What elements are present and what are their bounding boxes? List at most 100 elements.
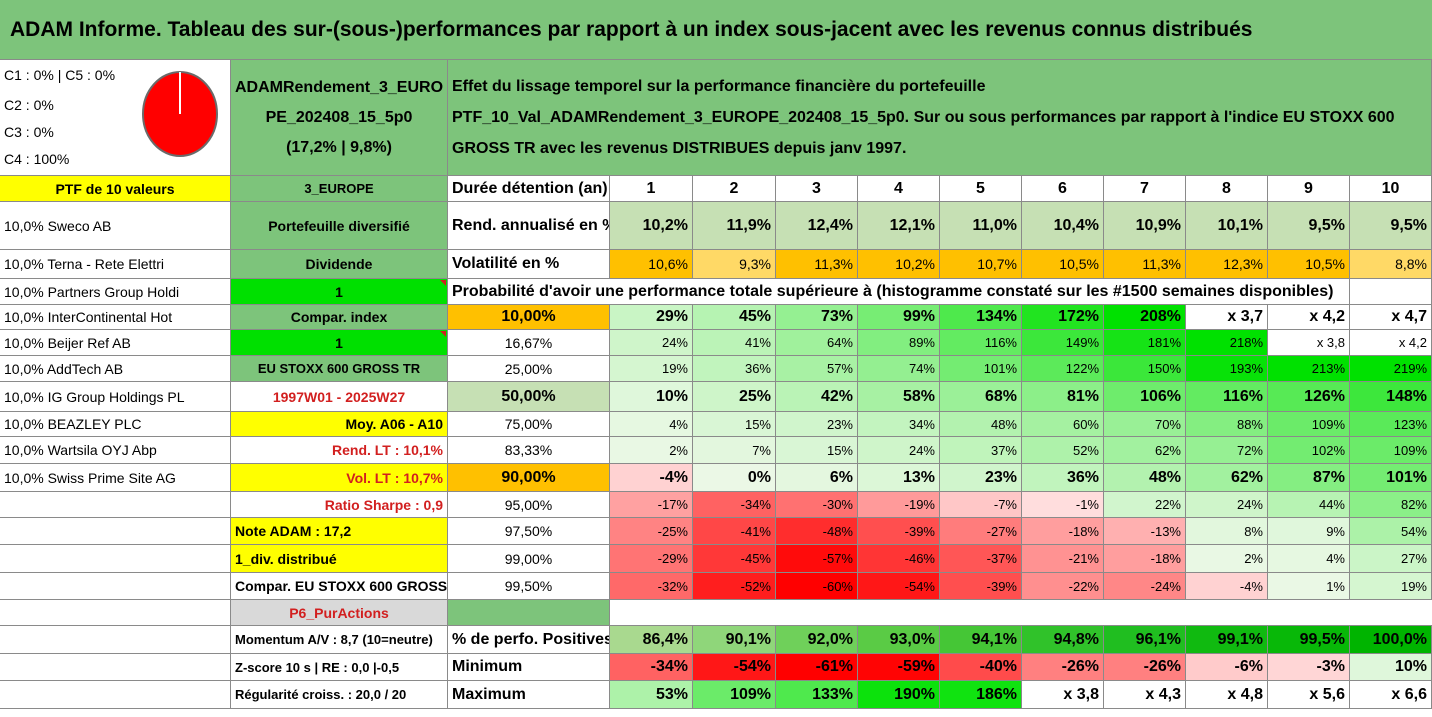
rend-value: 9,5% xyxy=(1350,202,1432,250)
prob-value: 23% xyxy=(776,412,858,437)
portfolio-description: Effet du lissage temporel sur la perform… xyxy=(448,60,1432,176)
prob-value: -48% xyxy=(776,518,858,545)
prob-value: -34% xyxy=(693,492,776,518)
vol-value: 9,3% xyxy=(693,250,776,279)
prob-value: 70% xyxy=(1104,412,1186,437)
prob-value: 134% xyxy=(940,305,1022,330)
vol-value: 10,7% xyxy=(940,250,1022,279)
prob-value: 41% xyxy=(693,330,776,356)
prob-value: 99% xyxy=(858,305,940,330)
rend-value: 9,5% xyxy=(1268,202,1350,250)
prob-value: 36% xyxy=(1022,464,1104,492)
year-header: 3 xyxy=(776,176,858,202)
pos-label: % de perfo. Positives xyxy=(448,626,610,654)
empty-cell xyxy=(0,654,231,681)
holding-item: 10,0% Sweco AB xyxy=(0,202,231,250)
pos-value: 86,4% xyxy=(610,626,693,654)
prob-value: 149% xyxy=(1022,330,1104,356)
rend-value: 12,4% xyxy=(776,202,858,250)
rend-lt-label: Rend. LT : 10,1% xyxy=(231,437,448,464)
year-header: 6 xyxy=(1022,176,1104,202)
description-line-1: Effet du lissage temporel sur la perform… xyxy=(452,78,986,95)
prob-value: 15% xyxy=(776,437,858,464)
holding-item: 10,0% Partners Group Holdi xyxy=(0,279,231,305)
rend-value: 12,1% xyxy=(858,202,940,250)
compar-index-label: Compar. index xyxy=(231,305,448,330)
prob-value: x 4,7 xyxy=(1350,305,1432,330)
prob-value: 74% xyxy=(858,356,940,382)
year-header: 2 xyxy=(693,176,776,202)
min-value: -6% xyxy=(1186,654,1268,681)
prob-value: 72% xyxy=(1186,437,1268,464)
year-header: 9 xyxy=(1268,176,1350,202)
min-value: -61% xyxy=(776,654,858,681)
prob-value: -57% xyxy=(776,545,858,573)
year-header: 7 xyxy=(1104,176,1186,202)
prob-value: x 3,8 xyxy=(1268,330,1350,356)
prob-level: 99,50% xyxy=(448,573,610,600)
p6-label: P6_PurActions xyxy=(231,600,448,626)
prob-value: 19% xyxy=(1350,573,1432,600)
prob-value: 48% xyxy=(940,412,1022,437)
prob-value: 54% xyxy=(1350,518,1432,545)
style-label: Portefeuille diversifié xyxy=(231,202,448,250)
empty-row xyxy=(610,600,1432,626)
empty-cell xyxy=(0,492,231,518)
duration-label: Durée détention (an) xyxy=(448,176,610,202)
prob-value: 29% xyxy=(610,305,693,330)
pos-value: 96,1% xyxy=(1104,626,1186,654)
compar-index-value: 1 xyxy=(231,330,448,356)
prob-value: -19% xyxy=(858,492,940,518)
prob-value: 22% xyxy=(1104,492,1186,518)
prob-value: 37% xyxy=(940,437,1022,464)
vol-label: Volatilité en % xyxy=(448,250,610,279)
year-header: 5 xyxy=(940,176,1022,202)
pos-value: 99,5% xyxy=(1268,626,1350,654)
prob-value: 42% xyxy=(776,382,858,412)
min-label: Minimum xyxy=(448,654,610,681)
prob-value: 9% xyxy=(1268,518,1350,545)
portfolio-name-line-1: ADAMRendement_3_EURO xyxy=(234,78,444,96)
prob-value: 25% xyxy=(693,382,776,412)
description-line-3: GROSS TR avec les revenus DISTRIBUES dep… xyxy=(452,140,907,157)
prob-value: -30% xyxy=(776,492,858,518)
prob-value: -4% xyxy=(610,464,693,492)
min-value: -40% xyxy=(940,654,1022,681)
holding-item: 10,0% Terna - Rete Elettri xyxy=(0,250,231,279)
pos-value: 93,0% xyxy=(858,626,940,654)
prob-value: 45% xyxy=(693,305,776,330)
prob-value: 15% xyxy=(693,412,776,437)
prob-value: -37% xyxy=(940,545,1022,573)
prob-value: 27% xyxy=(1350,545,1432,573)
prob-value: 13% xyxy=(858,464,940,492)
prob-value: -24% xyxy=(1104,573,1186,600)
vol-value: 10,6% xyxy=(610,250,693,279)
prob-value: 24% xyxy=(858,437,940,464)
max-value: 109% xyxy=(693,681,776,709)
prob-value: -29% xyxy=(610,545,693,573)
vol-value: 10,5% xyxy=(1022,250,1104,279)
pos-value: 90,1% xyxy=(693,626,776,654)
prob-value: -4% xyxy=(1186,573,1268,600)
holding-item: 10,0% AddTech AB xyxy=(0,356,231,382)
prob-value: 52% xyxy=(1022,437,1104,464)
prob-value: 23% xyxy=(940,464,1022,492)
year-header: 4 xyxy=(858,176,940,202)
class-line-4: C4 : 100% xyxy=(4,151,70,167)
rend-value: 11,0% xyxy=(940,202,1022,250)
empty-cell xyxy=(0,573,231,600)
prob-value: 193% xyxy=(1186,356,1268,382)
vol-value: 10,5% xyxy=(1268,250,1350,279)
max-value: x 5,6 xyxy=(1268,681,1350,709)
prob-value: 60% xyxy=(1022,412,1104,437)
rend-value: 10,4% xyxy=(1022,202,1104,250)
max-value: 133% xyxy=(776,681,858,709)
comment-marker-icon xyxy=(440,280,446,286)
pos-value: 92,0% xyxy=(776,626,858,654)
prob-value: -22% xyxy=(1022,573,1104,600)
prob-value: 101% xyxy=(1350,464,1432,492)
prob-value: 123% xyxy=(1350,412,1432,437)
prob-value: 7% xyxy=(693,437,776,464)
class-line-2: C2 : 0% xyxy=(4,97,54,113)
